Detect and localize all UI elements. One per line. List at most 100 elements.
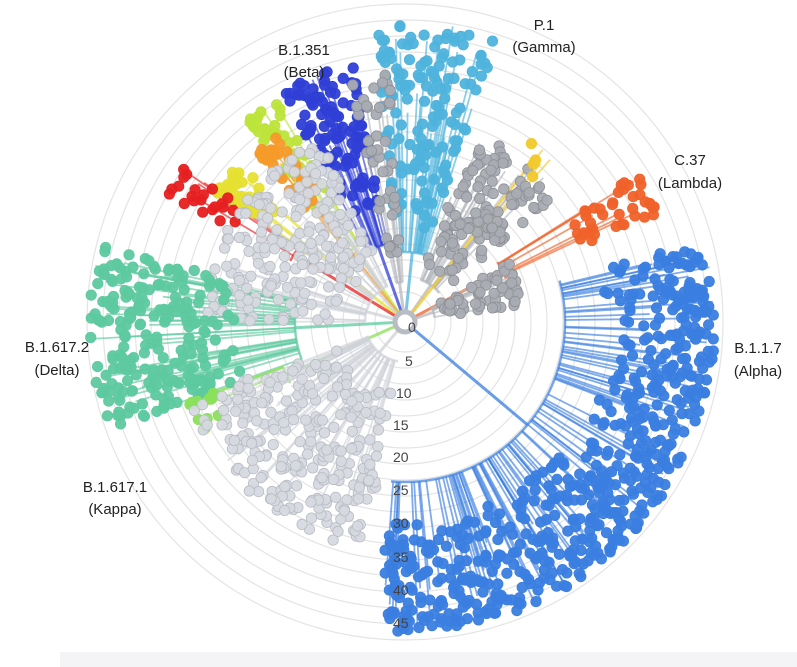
- tree-node-light-grey-left: [252, 257, 264, 269]
- tree-node-alpha: [676, 353, 689, 365]
- tree-node-delta: [140, 329, 152, 341]
- tree-node-light-grey-upper: [302, 187, 315, 199]
- tree-node-light-grey-lower: [330, 491, 342, 503]
- tree-node-alpha: [528, 495, 540, 507]
- branch-spoke: [143, 329, 296, 342]
- tree-node-light-grey-left: [269, 243, 281, 255]
- tree-node-gamma: [455, 30, 467, 43]
- tree-node-alpha: [642, 353, 655, 365]
- tree-node-light-grey-lower: [218, 404, 230, 416]
- tree-node-light-grey-left: [279, 261, 291, 273]
- tree-node-alpha: [576, 533, 588, 545]
- tree-node-alpha: [562, 473, 574, 486]
- tree-node-alpha: [637, 270, 649, 282]
- tree-node-grey-right: [488, 287, 500, 299]
- tree-node-light-grey-lower: [256, 397, 268, 409]
- tree-node-delta: [123, 288, 135, 300]
- tree-node-alpha: [650, 302, 663, 314]
- tree-node-light-grey-lower: [201, 419, 213, 431]
- clade-label-kappa-alias: (Kappa): [88, 501, 141, 518]
- tree-node-light-grey-lower: [287, 365, 299, 377]
- tree-node-grey-upper-right: [489, 234, 501, 246]
- tree-node-grey-upper-right: [434, 265, 446, 277]
- tree-node-light-grey-lower: [346, 395, 358, 407]
- tree-node-light-grey-lower: [307, 462, 319, 474]
- tree-node-alpha: [626, 349, 639, 362]
- tree-node-light-grey-upper: [271, 224, 283, 236]
- tree-node-light-grey-lower: [279, 480, 291, 493]
- tree-node-light-grey-left: [258, 242, 271, 254]
- tree-node-alpha: [590, 459, 603, 471]
- tree-node-light-grey-lower: [316, 414, 328, 426]
- tree-node-alpha: [449, 615, 461, 627]
- tick-label: 10: [396, 385, 412, 401]
- tree-node-light-grey-lower: [331, 381, 344, 393]
- tree-node-grey-stem: [383, 241, 396, 253]
- tree-node-light-grey-upper: [325, 251, 337, 264]
- branch-spoke: [554, 377, 686, 428]
- tree-node-gamma: [450, 107, 462, 119]
- tree-node-delta: [234, 365, 246, 377]
- tree-node-alpha: [398, 519, 411, 531]
- tree-node-beta: [347, 190, 359, 202]
- tree-node-alpha: [477, 586, 489, 598]
- tree-node-light-grey-upper: [290, 210, 302, 223]
- tree-node-alpha: [667, 275, 679, 287]
- tree-node-light-grey-lower: [328, 421, 340, 433]
- tree-node-alpha: [663, 262, 675, 274]
- tree-node-light-grey-left: [319, 308, 331, 320]
- tree-node-light-grey-lower: [278, 417, 290, 429]
- tree-node-gamma: [428, 173, 440, 185]
- branch-spoke: [489, 456, 534, 525]
- tree-node-light-grey-upper: [309, 168, 322, 180]
- tree-node-light-grey-upper: [318, 203, 330, 215]
- tree-node-light-grey-lower: [338, 505, 350, 517]
- tree-node-delta: [218, 294, 230, 306]
- tree-node-delta: [154, 278, 166, 290]
- tree-node-alpha: [543, 480, 555, 492]
- tick-label: 30: [393, 515, 409, 531]
- tree-node-light-grey-upper: [322, 152, 334, 164]
- tree-node-gamma: [438, 48, 450, 60]
- tree-node-delta: [209, 334, 221, 346]
- tree-node-alpha: [468, 516, 481, 528]
- tree-node-alpha: [533, 577, 546, 589]
- tree-node-lambda: [622, 179, 634, 191]
- tree-node-beta: [284, 87, 296, 99]
- tree-node-alpha: [703, 275, 715, 288]
- tree-node-beta: [368, 175, 380, 187]
- tree-node-light-grey-upper: [301, 176, 313, 188]
- tree-node-grey-upper-right: [511, 188, 523, 200]
- tree-node-light-grey-left: [305, 298, 317, 310]
- tree-node-alpha: [641, 332, 654, 344]
- branch-spoke: [332, 159, 374, 250]
- tree-node-alpha: [598, 417, 610, 429]
- tree-node-grey-upper-right: [435, 235, 447, 247]
- tree-node-light-grey-upper: [283, 187, 295, 199]
- tree-node-gamma: [420, 197, 432, 209]
- tick-label: 0: [408, 319, 416, 335]
- branch-spoke: [539, 407, 630, 467]
- tree-node-light-grey-lower: [330, 361, 342, 373]
- tree-node-light-grey-upper: [255, 226, 267, 238]
- tree-node-grey-stem: [389, 191, 401, 203]
- tree-node-alpha: [613, 512, 625, 525]
- tree-node-delta: [156, 364, 168, 376]
- tree-node-delta: [125, 361, 137, 373]
- branch-light-grey-lower: [378, 330, 399, 354]
- tree-node-light-grey-lower: [275, 460, 287, 473]
- tree-node-delta: [103, 385, 116, 397]
- tree-node-gamma: [454, 54, 466, 66]
- tree-node-light-grey-upper: [305, 237, 317, 249]
- tree-node-alpha: [627, 400, 639, 412]
- tree-node-light-grey-upper: [331, 226, 343, 238]
- tree-node-alpha: [679, 246, 691, 258]
- tree-node-alpha: [657, 293, 670, 305]
- tree-node-gamma: [378, 34, 390, 46]
- tree-node-light-grey-lower: [267, 438, 279, 451]
- tree-node-alpha: [440, 540, 452, 552]
- branch-spoke: [437, 478, 457, 558]
- branch-spoke: [554, 376, 633, 407]
- tree-node-alpha: [549, 509, 561, 522]
- tree-node-grey-right: [509, 295, 521, 308]
